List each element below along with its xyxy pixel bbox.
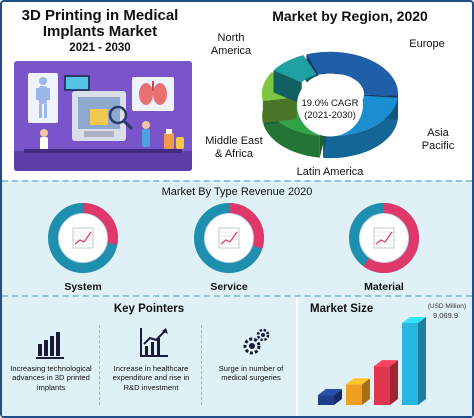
market-size-last-value: 9,069.9	[432, 311, 458, 320]
bar-chart-icon	[36, 332, 64, 359]
report-title: 3D Printing in Medical Implants Market	[21, 7, 179, 40]
type-revenue-title: Market By Type Revenue 2020	[161, 186, 313, 198]
type-label-service: Service	[210, 281, 248, 293]
market-size-3d-bars	[318, 317, 426, 405]
growth-chart-icon	[140, 328, 168, 357]
region-cagr-line1: 19.0% CAGR	[301, 98, 358, 109]
lab-scene-image	[14, 61, 192, 171]
pointer-technological-advances: Increasing technological advances in 3D …	[10, 364, 92, 392]
report-years: 2021 - 2030	[69, 42, 131, 54]
gears-icon	[243, 328, 270, 355]
medical-lab-illustration	[14, 61, 192, 171]
market-size-bar-2	[346, 378, 370, 405]
key-pointers-title: Key Pointers	[113, 303, 185, 315]
region-label-latin-america: Latin America	[296, 166, 364, 178]
pointer-healthcare-expenditure: Increase in healthcare expenditure and r…	[112, 364, 190, 392]
region-label-europe: Europe	[409, 38, 445, 50]
market-size-bar-3	[374, 360, 398, 405]
region-cagr-line2: (2021-2030)	[304, 110, 356, 121]
key-pointer-icons	[36, 328, 270, 359]
region-label-north-america: North America	[210, 32, 252, 57]
market-size-unit: (USD Million)	[427, 303, 466, 310]
region-donut-hole	[297, 73, 363, 137]
region-3d-donut-chart: 19.0% CAGR(2021-2030)	[262, 51, 398, 159]
region-label-mea: Middle East & Africa	[205, 135, 263, 160]
market-size-bar-4	[402, 317, 426, 405]
type-label-material: Material	[364, 281, 404, 293]
market-size-bar-1	[318, 389, 342, 405]
market-size-panel: Market Size (USD Million) 9,069.9	[298, 297, 472, 416]
pointer-medical-surgeries: Surge in number of medical surgeries	[218, 364, 284, 383]
pointer-divider	[201, 325, 202, 405]
market-size-title: Market Size	[310, 303, 374, 315]
region-slice-mea	[273, 55, 317, 105]
pointer-divider	[99, 325, 100, 405]
key-pointers-panel: Key Pointers Increasing te	[2, 297, 296, 416]
region-chart-title: Market by Region, 2020	[272, 8, 428, 24]
type-label-system: System	[64, 281, 102, 293]
type-revenue-panel: Market By Type Revenue 2020	[2, 180, 472, 297]
region-label-asia-pacific: Asia Pacific	[421, 127, 455, 152]
